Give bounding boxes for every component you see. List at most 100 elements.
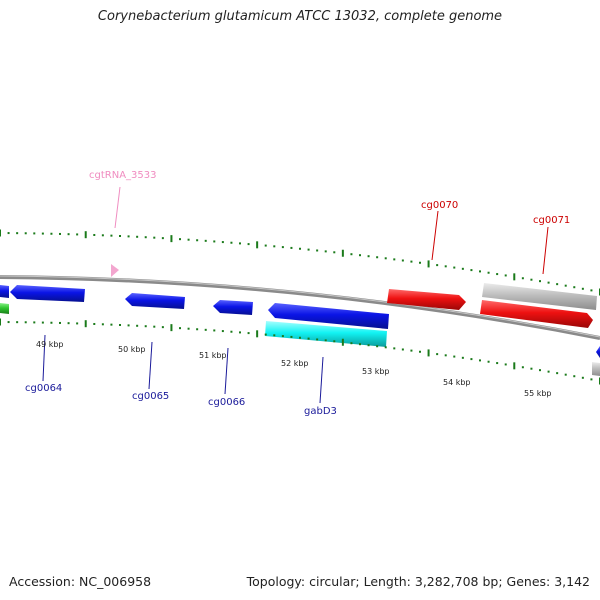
minor-tick	[333, 251, 336, 254]
trna-callout-line	[114, 186, 121, 229]
major-tick	[513, 362, 516, 370]
minor-tick	[110, 234, 113, 237]
minor-tick	[16, 321, 19, 324]
minor-tick	[281, 246, 284, 249]
trna-label[interactable]: cgtRNA_3533	[89, 170, 157, 181]
minor-tick	[153, 236, 156, 239]
cg0071-label[interactable]: cg0071	[533, 215, 570, 226]
minor-tick	[401, 259, 404, 262]
minor-tick	[453, 355, 456, 358]
minor-tick	[384, 346, 387, 349]
minor-tick	[213, 240, 216, 243]
cg0065-callout-line	[148, 341, 153, 390]
kbp-label: 52 kbp	[281, 359, 309, 368]
minor-tick	[487, 360, 490, 363]
minor-tick	[401, 348, 404, 351]
kbp-label: 49 kbp	[36, 340, 64, 349]
major-tick	[427, 260, 430, 268]
major-tick	[84, 320, 87, 328]
minor-tick	[221, 330, 224, 333]
minor-tick	[204, 239, 207, 242]
minor-tick	[316, 249, 319, 252]
minor-tick	[324, 339, 327, 342]
minor-tick	[41, 232, 44, 235]
minor-tick	[530, 278, 533, 281]
minor-tick	[547, 281, 550, 284]
minor-tick	[101, 234, 104, 237]
kbp-label: 50 kbp	[118, 345, 146, 354]
cg0066-gene[interactable]	[213, 300, 253, 315]
minor-tick	[187, 327, 190, 330]
minor-tick	[573, 286, 576, 289]
minor-tick	[230, 241, 233, 244]
minor-tick	[144, 236, 147, 239]
minor-tick	[290, 246, 293, 249]
kbp-label: 55 kbp	[524, 389, 552, 398]
minor-tick	[24, 321, 27, 324]
minor-tick	[367, 255, 370, 258]
minor-tick	[521, 366, 524, 369]
kbp-label: 53 kbp	[362, 367, 390, 376]
genome-backbone-highlight	[0, 275, 600, 338]
minor-tick	[204, 328, 207, 331]
minor-tick	[230, 330, 233, 333]
minor-tick	[419, 261, 421, 264]
major-tick	[513, 273, 516, 281]
minor-tick	[350, 342, 353, 345]
minor-tick	[444, 354, 447, 357]
minor-tick	[367, 344, 370, 347]
gabD3-callout-line	[319, 356, 324, 404]
gabD3-gene[interactable]	[268, 303, 389, 329]
minor-tick	[359, 343, 361, 346]
cg0065-gene[interactable]	[125, 293, 185, 309]
minor-tick	[196, 239, 199, 242]
minor-tick	[453, 266, 456, 269]
trna-marker[interactable]	[111, 264, 119, 277]
genome-backbone	[0, 275, 600, 340]
minor-tick	[539, 369, 541, 372]
minor-tick	[581, 376, 584, 379]
outer-tick-scale	[0, 229, 600, 296]
minor-tick	[110, 323, 113, 326]
minor-tick	[436, 353, 439, 356]
cg0065-label[interactable]: cg0065	[132, 391, 169, 402]
minor-tick	[187, 238, 190, 241]
cg0066-label[interactable]: cg0066	[208, 397, 245, 408]
minor-tick	[127, 235, 130, 238]
right-edge-pseudo-gene[interactable]	[592, 362, 600, 376]
minor-tick	[521, 277, 524, 280]
minor-tick	[59, 232, 61, 235]
minor-tick	[273, 245, 276, 248]
left-edge-green-gene[interactable]	[0, 303, 9, 314]
gabD3-rrna-feature[interactable]	[265, 321, 387, 347]
minor-tick	[264, 333, 267, 336]
cg0070-label[interactable]: cg0070	[421, 200, 458, 211]
cg0071-gene[interactable]	[480, 300, 593, 328]
minor-tick	[59, 321, 61, 324]
minor-tick	[67, 233, 70, 236]
right-edge-gene[interactable]	[596, 346, 600, 358]
minor-tick	[76, 322, 79, 325]
cg0064-gene[interactable]	[10, 285, 85, 302]
minor-tick	[470, 269, 473, 272]
minor-tick	[461, 356, 464, 359]
minor-tick	[307, 337, 310, 340]
major-tick	[341, 249, 344, 257]
minor-tick	[299, 336, 301, 339]
cg0070-gene[interactable]	[387, 289, 466, 310]
minor-tick	[539, 280, 541, 283]
minor-tick	[264, 244, 267, 247]
kbp-label: 51 kbp	[199, 351, 227, 360]
minor-tick	[590, 289, 593, 292]
minor-tick	[119, 324, 121, 326]
gabD3-label[interactable]: gabD3	[304, 406, 337, 417]
cg0071-pseudo-gene[interactable]	[482, 283, 597, 310]
minor-tick	[213, 329, 216, 332]
minor-tick	[470, 358, 473, 361]
cg0064-label[interactable]: cg0064	[25, 383, 62, 394]
minor-tick	[93, 233, 96, 236]
left-edge-gene[interactable]	[0, 285, 9, 298]
major-tick	[170, 235, 173, 243]
minor-tick	[221, 241, 224, 244]
minor-tick	[7, 232, 10, 235]
